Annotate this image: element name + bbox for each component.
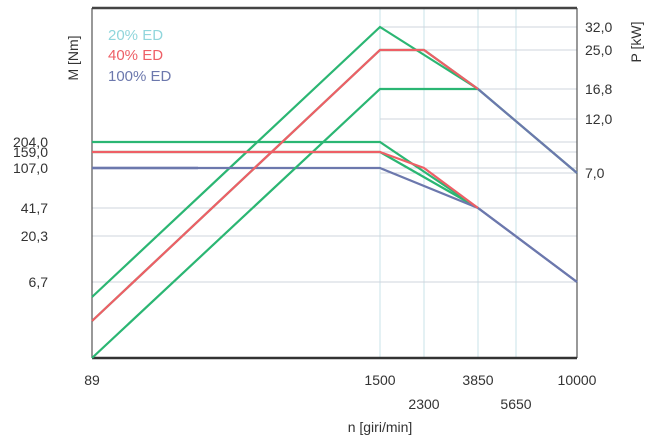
legend-label-40-ed: 40% ED bbox=[108, 47, 163, 64]
torque-line-2 bbox=[92, 150, 479, 209]
x-axis-label: n [giri/min] bbox=[348, 419, 413, 435]
y-right-tick-label: 7,0 bbox=[585, 165, 605, 181]
legend-label-100-ed: 100% ED bbox=[108, 68, 172, 85]
x-tick-label: 89 bbox=[84, 372, 100, 388]
y-right-tick-label: 25,0 bbox=[585, 42, 612, 58]
y-axis-label-right: P [kW] bbox=[628, 22, 644, 63]
y-left-tick-label: 6,7 bbox=[29, 274, 49, 290]
x-tick-label: 10000 bbox=[558, 372, 597, 388]
y-right-tick-label: 32,0 bbox=[585, 19, 612, 35]
power-line-1 bbox=[91, 25, 479, 298]
y-axis-label-left: M [Nm] bbox=[65, 35, 81, 80]
y-left-tick-label: 204,0 bbox=[13, 134, 48, 150]
y-left-tick-label: 107,0 bbox=[13, 160, 48, 176]
y-right-tick-label: 16,8 bbox=[585, 81, 612, 97]
torque-line-1 bbox=[92, 140, 479, 209]
torque-line-3 bbox=[92, 166, 578, 283]
torque-tail-100-ed bbox=[477, 207, 578, 283]
y-right-tick-label: 12,0 bbox=[585, 111, 612, 127]
grid bbox=[92, 8, 578, 358]
power-tail-100-ed bbox=[477, 88, 578, 174]
torque-line-40-ed bbox=[92, 150, 479, 209]
y-left-tick-label: 20,3 bbox=[21, 228, 48, 244]
x-tick-label: 1500 bbox=[364, 372, 395, 388]
series-lines bbox=[91, 25, 578, 359]
plot-frame bbox=[91, 6, 578, 360]
x-tick-label: 2300 bbox=[408, 396, 439, 412]
y-left-tick-label: 41,7 bbox=[21, 200, 48, 216]
x-tick-label: 5650 bbox=[500, 396, 531, 412]
y-left-tick-label: 159,0 bbox=[13, 144, 48, 160]
x-tick-label: 3850 bbox=[462, 372, 493, 388]
power-line-40-ed bbox=[91, 48, 479, 322]
legend: 20% ED 40% ED 100% ED bbox=[108, 27, 172, 85]
legend-label-20-ed: 20% ED bbox=[108, 27, 163, 44]
power-line-3 bbox=[91, 87, 578, 359]
